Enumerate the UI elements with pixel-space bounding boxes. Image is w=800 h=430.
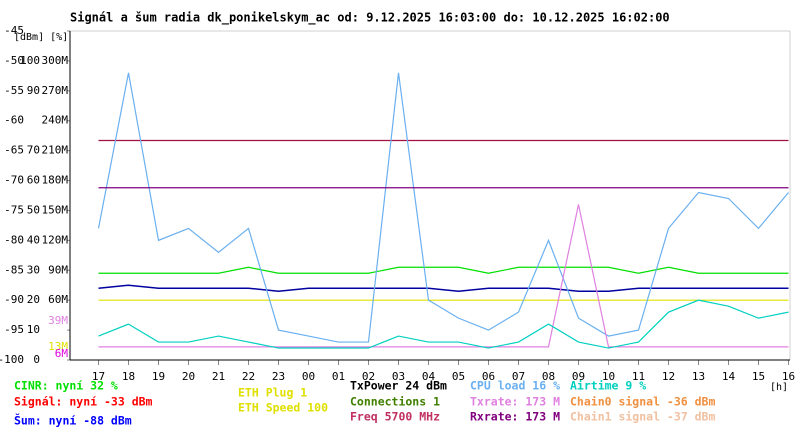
x-tick-label: 03	[392, 370, 405, 383]
y-m-tick-label: 90M	[48, 263, 68, 276]
y-pct-tick-label: 10	[27, 323, 40, 336]
x-tick-label: 23	[272, 370, 285, 383]
legend-entry: Rxrate: 173 M	[470, 410, 560, 424]
x-tick-label: 17	[92, 370, 105, 383]
y-unit-label: [dBm] [%]	[14, 32, 68, 43]
y-pct-tick-label: 60	[27, 174, 40, 187]
annotation: 13M	[48, 340, 68, 353]
series-line	[98, 266, 789, 274]
series-line	[97, 72, 789, 343]
x-tick-label: 19	[152, 370, 165, 383]
y-tick-label: -70	[4, 174, 24, 187]
y-m-tick-label: 210M	[42, 144, 69, 157]
series-line	[98, 299, 789, 349]
y-pct-tick-label: 50	[27, 203, 40, 216]
y-pct-tick-label: 70	[27, 144, 40, 157]
legend-entry: CPU load 16 %	[470, 379, 560, 393]
legend-note: Connections 1	[350, 395, 440, 409]
legend-entry: Airtime 9 %	[570, 379, 646, 393]
y-tick-label: -65	[4, 144, 24, 157]
x-tick-label: 02	[362, 370, 375, 383]
y-m-tick-label: 270M	[42, 84, 69, 97]
y-tick-label: -80	[4, 233, 24, 246]
legend-entry: Šum: nyní -88 dBm	[14, 413, 132, 428]
legend-entry: ETH Speed 100	[238, 401, 328, 415]
chart-title: Signál a šum radia dk_ponikelskym_ac od:…	[70, 11, 670, 26]
y-tick-label: -85	[4, 263, 24, 276]
y-pct-tick-label: 30	[27, 263, 40, 276]
y-tick-label: -90	[4, 293, 24, 306]
y-m-tick-label: 300M	[42, 54, 69, 67]
legend-note: Chain1 signal -37 dBm	[570, 410, 715, 424]
y-pct-tick-label: 20	[27, 293, 40, 306]
x-tick-label: 18	[122, 370, 135, 383]
x-tick-label: 07	[512, 370, 525, 383]
y-tick-label: -100	[0, 353, 24, 366]
x-tick-label: 20	[182, 370, 195, 383]
annotation: 6M	[55, 347, 69, 360]
x-tick-label: 16	[782, 370, 795, 383]
x-tick-label: 14	[722, 370, 736, 383]
legend-entry: CINR: nyní 32 %	[14, 379, 118, 393]
y-pct-tick-label: 90	[27, 84, 40, 97]
y-tick-label: -95	[4, 323, 24, 336]
legend-note: TxPower 24 dBm	[350, 379, 447, 393]
y-tick-label: -45	[4, 24, 24, 37]
legend-note: Chain0 signal -36 dBm	[570, 395, 715, 409]
legend-entry: Signál: nyní -33 dBm	[14, 395, 153, 409]
y-m-tick-label: 60M	[48, 293, 68, 306]
x-tick-label: 04	[422, 370, 436, 383]
x-tick-label: 05	[452, 370, 465, 383]
legend-note: Freq 5700 MHz	[350, 410, 440, 424]
series-line	[98, 204, 789, 348]
series-line	[98, 284, 789, 292]
x-tick-label: 22	[242, 370, 255, 383]
y-tick-label: -55	[4, 84, 24, 97]
x-tick-label: 21	[212, 370, 225, 383]
x-tick-label: 13	[692, 370, 705, 383]
x-tick-label: 12	[662, 370, 675, 383]
y-tick-label: -75	[4, 203, 24, 216]
y-m-tick-label: 180M	[42, 174, 69, 187]
x-tick-label: 00	[302, 370, 315, 383]
x-tick-label: 15	[752, 370, 765, 383]
x-unit-label: [h]	[770, 382, 788, 393]
x-tick-label: 09	[572, 370, 585, 383]
legend-note: ETH Plug 1	[238, 386, 307, 400]
y-pct-tick-label: 0	[33, 353, 40, 366]
x-tick-label: 11	[632, 370, 645, 383]
y-m-tick-label: 150M	[42, 203, 69, 216]
y-tick-label: -50	[4, 54, 24, 67]
annotation: 39M	[48, 314, 68, 327]
x-tick-label: 08	[542, 370, 555, 383]
y-m-tick-label: 120M	[42, 233, 69, 246]
x-tick-label: 06	[482, 370, 495, 383]
x-tick-label: 01	[332, 370, 345, 383]
y-tick-label: -60	[4, 114, 24, 127]
y-pct-tick-label: 40	[27, 233, 40, 246]
y-m-tick-label: 240M	[42, 114, 69, 127]
x-tick-label: 10	[602, 370, 615, 383]
y-pct-tick-label: 100	[20, 54, 40, 67]
legend-entry: Txrate: 173 M	[470, 395, 560, 409]
